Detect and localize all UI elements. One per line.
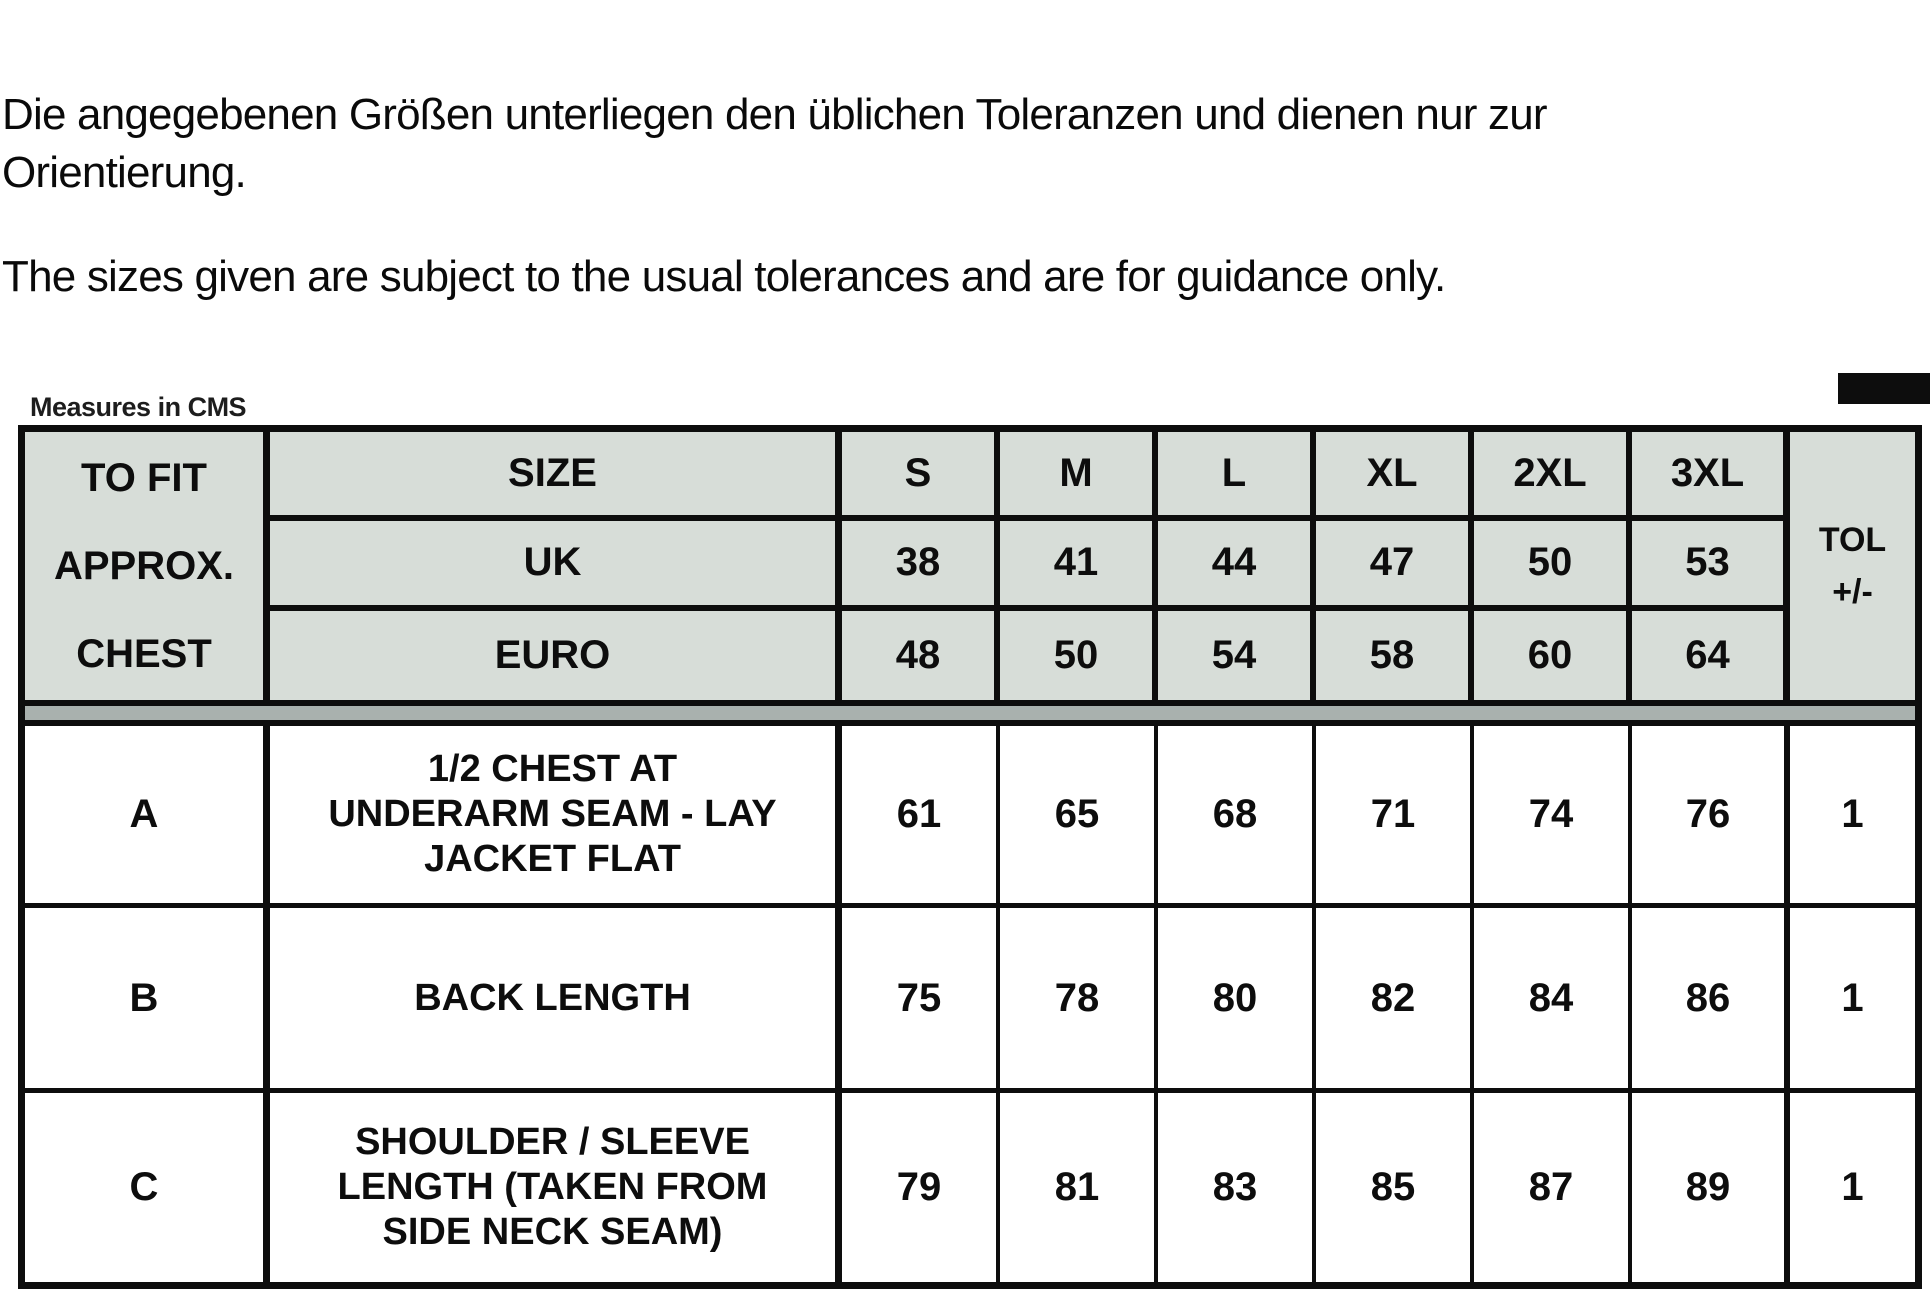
measurement-value: 71	[1316, 726, 1474, 903]
euro-row-label: EURO	[270, 610, 842, 700]
table-header-band: TO FIT APPROX. CHEST TOL +/- SIZE S M L …	[25, 432, 1915, 700]
description-line: 1/2 CHEST AT	[427, 748, 678, 790]
row-divider	[25, 903, 1915, 908]
euro-size-value: 64	[1632, 610, 1790, 700]
measurement-value: 75	[842, 908, 1000, 1088]
measurement-value: 83	[1158, 1093, 1316, 1282]
tolerance-value: 1	[1790, 1093, 1915, 1282]
row-key: A	[25, 726, 270, 903]
table-row-b: B BACK LENGTH 75 78 80 82 84 86 1	[25, 908, 1915, 1088]
euro-size-value: 60	[1474, 610, 1632, 700]
table-row-c: C SHOULDER / SLEEVE LENGTH (TAKEN FROM S…	[25, 1093, 1915, 1282]
measurement-value: 68	[1158, 726, 1316, 903]
tolerance-value: 1	[1790, 726, 1915, 903]
measurement-value: 74	[1474, 726, 1632, 903]
measurement-value: 85	[1316, 1093, 1474, 1282]
size-3xl-header: 3XL	[1632, 432, 1790, 522]
row-key: B	[25, 908, 270, 1088]
uk-row-label: UK	[270, 521, 842, 611]
tol-header-line: +/-	[1832, 573, 1873, 611]
uk-size-value: 53	[1632, 521, 1790, 611]
euro-size-value: 54	[1158, 610, 1316, 700]
row-description: SHOULDER / SLEEVE LENGTH (TAKEN FROM SID…	[270, 1093, 842, 1282]
measurement-value: 86	[1632, 908, 1790, 1088]
german-tolerance-line-2: Orientierung.	[2, 148, 247, 197]
row-key: C	[25, 1093, 270, 1282]
measurement-value: 78	[1000, 908, 1158, 1088]
corner-line: CHEST	[76, 632, 212, 676]
uk-size-value: 41	[1000, 521, 1158, 611]
size-xl-header: XL	[1316, 432, 1474, 522]
description-line: SIDE NECK SEAM)	[382, 1211, 723, 1253]
tolerance-column-header: TOL +/-	[1790, 432, 1915, 700]
euro-size-value: 50	[1000, 610, 1158, 700]
euro-size-value: 48	[842, 610, 1000, 700]
measurement-value: 81	[1000, 1093, 1158, 1282]
size-2xl-header: 2XL	[1474, 432, 1632, 522]
description-line: LENGTH (TAKEN FROM	[337, 1166, 768, 1208]
size-m-header: M	[1000, 432, 1158, 522]
size-row-label: SIZE	[270, 432, 842, 522]
description-line: UNDERARM SEAM - LAY	[328, 793, 777, 835]
english-tolerance-note: The sizes given are subject to the usual…	[2, 248, 1446, 306]
measurement-value: 82	[1316, 908, 1474, 1088]
header-body-separator	[25, 700, 1915, 726]
measurement-value: 87	[1474, 1093, 1632, 1282]
measurement-value: 89	[1632, 1093, 1790, 1282]
german-tolerance-line-1: Die angegebenen Größen unterliegen den ü…	[2, 90, 1548, 139]
measurement-value: 65	[1000, 726, 1158, 903]
size-l-header: L	[1158, 432, 1316, 522]
tolerance-value: 1	[1790, 908, 1915, 1088]
english-tolerance-line: The sizes given are subject to the usual…	[2, 252, 1446, 301]
description-line: JACKET FLAT	[424, 838, 681, 880]
uk-size-value: 47	[1316, 521, 1474, 611]
description-line: SHOULDER / SLEEVE	[355, 1121, 750, 1163]
measurement-value: 80	[1158, 908, 1316, 1088]
tol-header-line: TOL	[1818, 521, 1887, 559]
row-description: 1/2 CHEST AT UNDERARM SEAM - LAY JACKET …	[270, 726, 842, 903]
measurement-value: 76	[1632, 726, 1790, 903]
size-s-header: S	[842, 432, 1000, 522]
measures-in-cms-caption: Measures in CMS	[30, 392, 247, 422]
row-divider	[25, 1088, 1915, 1093]
description-line: BACK LENGTH	[414, 976, 691, 1019]
euro-size-value: 58	[1316, 610, 1474, 700]
corner-line: APPROX.	[53, 544, 235, 588]
measurement-value: 79	[842, 1093, 1000, 1282]
size-chart-table: TO FIT APPROX. CHEST TOL +/- SIZE S M L …	[18, 425, 1922, 1289]
black-corner-bar	[1838, 373, 1930, 404]
row-description: BACK LENGTH	[270, 908, 842, 1088]
uk-size-value: 44	[1158, 521, 1316, 611]
measurement-value: 61	[842, 726, 1000, 903]
measurement-value: 84	[1474, 908, 1632, 1088]
to-fit-approx-chest-header: TO FIT APPROX. CHEST	[25, 432, 270, 700]
corner-line: TO FIT	[81, 456, 207, 500]
table-row-a: A 1/2 CHEST AT UNDERARM SEAM - LAY JACKE…	[25, 726, 1915, 903]
uk-size-value: 38	[842, 521, 1000, 611]
german-tolerance-note: Die angegebenen Größen unterliegen den ü…	[2, 86, 1548, 202]
uk-size-value: 50	[1474, 521, 1632, 611]
